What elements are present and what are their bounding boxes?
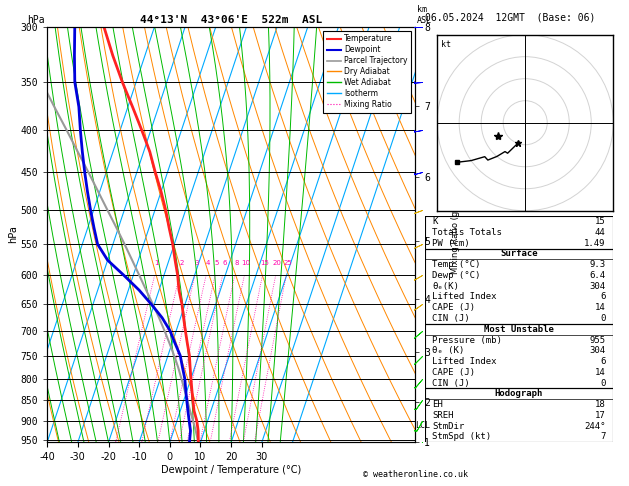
Text: 1: 1 (154, 260, 159, 266)
Text: θₑ(K): θₑ(K) (432, 282, 459, 291)
Text: PW (cm): PW (cm) (432, 239, 470, 248)
Text: 955: 955 (589, 335, 606, 345)
Text: 2: 2 (179, 260, 184, 266)
Text: 6: 6 (600, 357, 606, 366)
Text: CIN (J): CIN (J) (432, 379, 470, 387)
Text: StmSpd (kt): StmSpd (kt) (432, 433, 491, 441)
Text: 6: 6 (222, 260, 226, 266)
Text: 9.3: 9.3 (589, 260, 606, 269)
Title: 44°13'N  43°06'E  522m  ASL: 44°13'N 43°06'E 522m ASL (140, 15, 322, 25)
Text: 44: 44 (595, 228, 606, 237)
Text: 15: 15 (260, 260, 269, 266)
Text: hPa: hPa (27, 15, 45, 25)
Text: 7: 7 (600, 433, 606, 441)
Text: 6.4: 6.4 (589, 271, 606, 280)
Text: 3: 3 (194, 260, 199, 266)
Text: 6: 6 (600, 293, 606, 301)
Text: 1.49: 1.49 (584, 239, 606, 248)
X-axis label: Dewpoint / Temperature (°C): Dewpoint / Temperature (°C) (161, 465, 301, 475)
Text: 18: 18 (595, 400, 606, 409)
Text: km
ASL: km ASL (417, 5, 432, 25)
Text: 14: 14 (595, 368, 606, 377)
Text: CAPE (J): CAPE (J) (432, 368, 475, 377)
Text: EH: EH (432, 400, 443, 409)
Text: StmDir: StmDir (432, 422, 464, 431)
Text: 244°: 244° (584, 422, 606, 431)
Text: Lifted Index: Lifted Index (432, 357, 497, 366)
Text: SREH: SREH (432, 411, 454, 420)
Text: 304: 304 (589, 282, 606, 291)
Text: LCL: LCL (415, 421, 430, 430)
Text: 20: 20 (273, 260, 282, 266)
Text: 17: 17 (595, 411, 606, 420)
Text: Pressure (mb): Pressure (mb) (432, 335, 502, 345)
Text: © weatheronline.co.uk: © weatheronline.co.uk (363, 469, 467, 479)
Y-axis label: hPa: hPa (8, 226, 18, 243)
Text: 15: 15 (595, 217, 606, 226)
Text: CAPE (J): CAPE (J) (432, 303, 475, 312)
Text: 304: 304 (589, 347, 606, 355)
Y-axis label: Mixing Ratio (g/kg): Mixing Ratio (g/kg) (451, 195, 460, 274)
Text: Hodograph: Hodograph (495, 389, 543, 399)
Text: CIN (J): CIN (J) (432, 314, 470, 323)
Text: kt: kt (441, 40, 450, 49)
Text: 0: 0 (600, 379, 606, 387)
Text: 06.05.2024  12GMT  (Base: 06): 06.05.2024 12GMT (Base: 06) (425, 12, 595, 22)
Text: Temp (°C): Temp (°C) (432, 260, 481, 269)
Text: θₑ (K): θₑ (K) (432, 347, 464, 355)
Text: Totals Totals: Totals Totals (432, 228, 502, 237)
Text: 5: 5 (214, 260, 219, 266)
Text: 10: 10 (242, 260, 251, 266)
Legend: Temperature, Dewpoint, Parcel Trajectory, Dry Adiabat, Wet Adiabat, Isotherm, Mi: Temperature, Dewpoint, Parcel Trajectory… (323, 31, 411, 113)
Text: Most Unstable: Most Unstable (484, 325, 554, 334)
Text: Dewp (°C): Dewp (°C) (432, 271, 481, 280)
Text: 14: 14 (595, 303, 606, 312)
Text: 25: 25 (284, 260, 292, 266)
Text: Surface: Surface (500, 249, 538, 259)
Text: 0: 0 (600, 314, 606, 323)
Text: K: K (432, 217, 438, 226)
Text: Lifted Index: Lifted Index (432, 293, 497, 301)
Text: 4: 4 (206, 260, 210, 266)
Text: 8: 8 (235, 260, 239, 266)
